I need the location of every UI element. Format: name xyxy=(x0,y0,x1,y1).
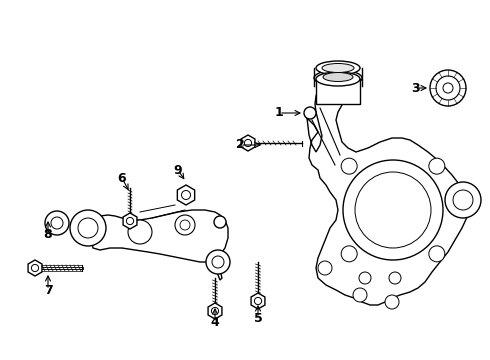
Polygon shape xyxy=(241,135,255,151)
Circle shape xyxy=(70,210,106,246)
Circle shape xyxy=(436,76,460,100)
Circle shape xyxy=(318,261,332,275)
Text: 6: 6 xyxy=(118,171,126,184)
Circle shape xyxy=(389,272,401,284)
Circle shape xyxy=(445,182,481,218)
Circle shape xyxy=(353,288,367,302)
Circle shape xyxy=(429,246,445,262)
Text: 4: 4 xyxy=(211,315,220,328)
Ellipse shape xyxy=(316,72,360,86)
Circle shape xyxy=(214,216,226,228)
Ellipse shape xyxy=(323,72,353,81)
Circle shape xyxy=(385,295,399,309)
Circle shape xyxy=(211,307,219,315)
Text: 7: 7 xyxy=(44,284,52,297)
Text: 2: 2 xyxy=(236,139,245,152)
Ellipse shape xyxy=(316,61,360,75)
Circle shape xyxy=(429,158,445,174)
Circle shape xyxy=(126,217,134,225)
Bar xyxy=(316,79,360,104)
Circle shape xyxy=(341,158,357,174)
Circle shape xyxy=(51,217,63,229)
Polygon shape xyxy=(251,293,265,309)
Circle shape xyxy=(341,246,357,262)
Circle shape xyxy=(175,215,195,235)
Circle shape xyxy=(245,139,251,147)
Polygon shape xyxy=(28,260,42,276)
Circle shape xyxy=(180,220,190,230)
Circle shape xyxy=(212,256,224,268)
Polygon shape xyxy=(177,185,195,205)
Text: 5: 5 xyxy=(254,311,262,324)
Circle shape xyxy=(31,264,39,271)
Circle shape xyxy=(181,190,191,199)
Circle shape xyxy=(254,297,262,305)
Polygon shape xyxy=(123,213,137,229)
Text: 8: 8 xyxy=(44,229,52,242)
Circle shape xyxy=(453,190,473,210)
Circle shape xyxy=(45,211,69,235)
Circle shape xyxy=(206,250,230,274)
Circle shape xyxy=(78,218,98,238)
Circle shape xyxy=(128,220,152,244)
Circle shape xyxy=(443,83,453,93)
Circle shape xyxy=(359,272,371,284)
Polygon shape xyxy=(88,210,228,280)
Ellipse shape xyxy=(314,70,362,86)
Ellipse shape xyxy=(322,63,354,72)
Circle shape xyxy=(355,172,431,248)
Polygon shape xyxy=(208,303,222,319)
Text: 9: 9 xyxy=(173,163,182,176)
Polygon shape xyxy=(307,84,468,305)
Circle shape xyxy=(304,107,316,119)
Circle shape xyxy=(430,70,466,106)
Text: 3: 3 xyxy=(411,81,419,94)
Circle shape xyxy=(343,160,443,260)
Text: 1: 1 xyxy=(274,107,283,120)
